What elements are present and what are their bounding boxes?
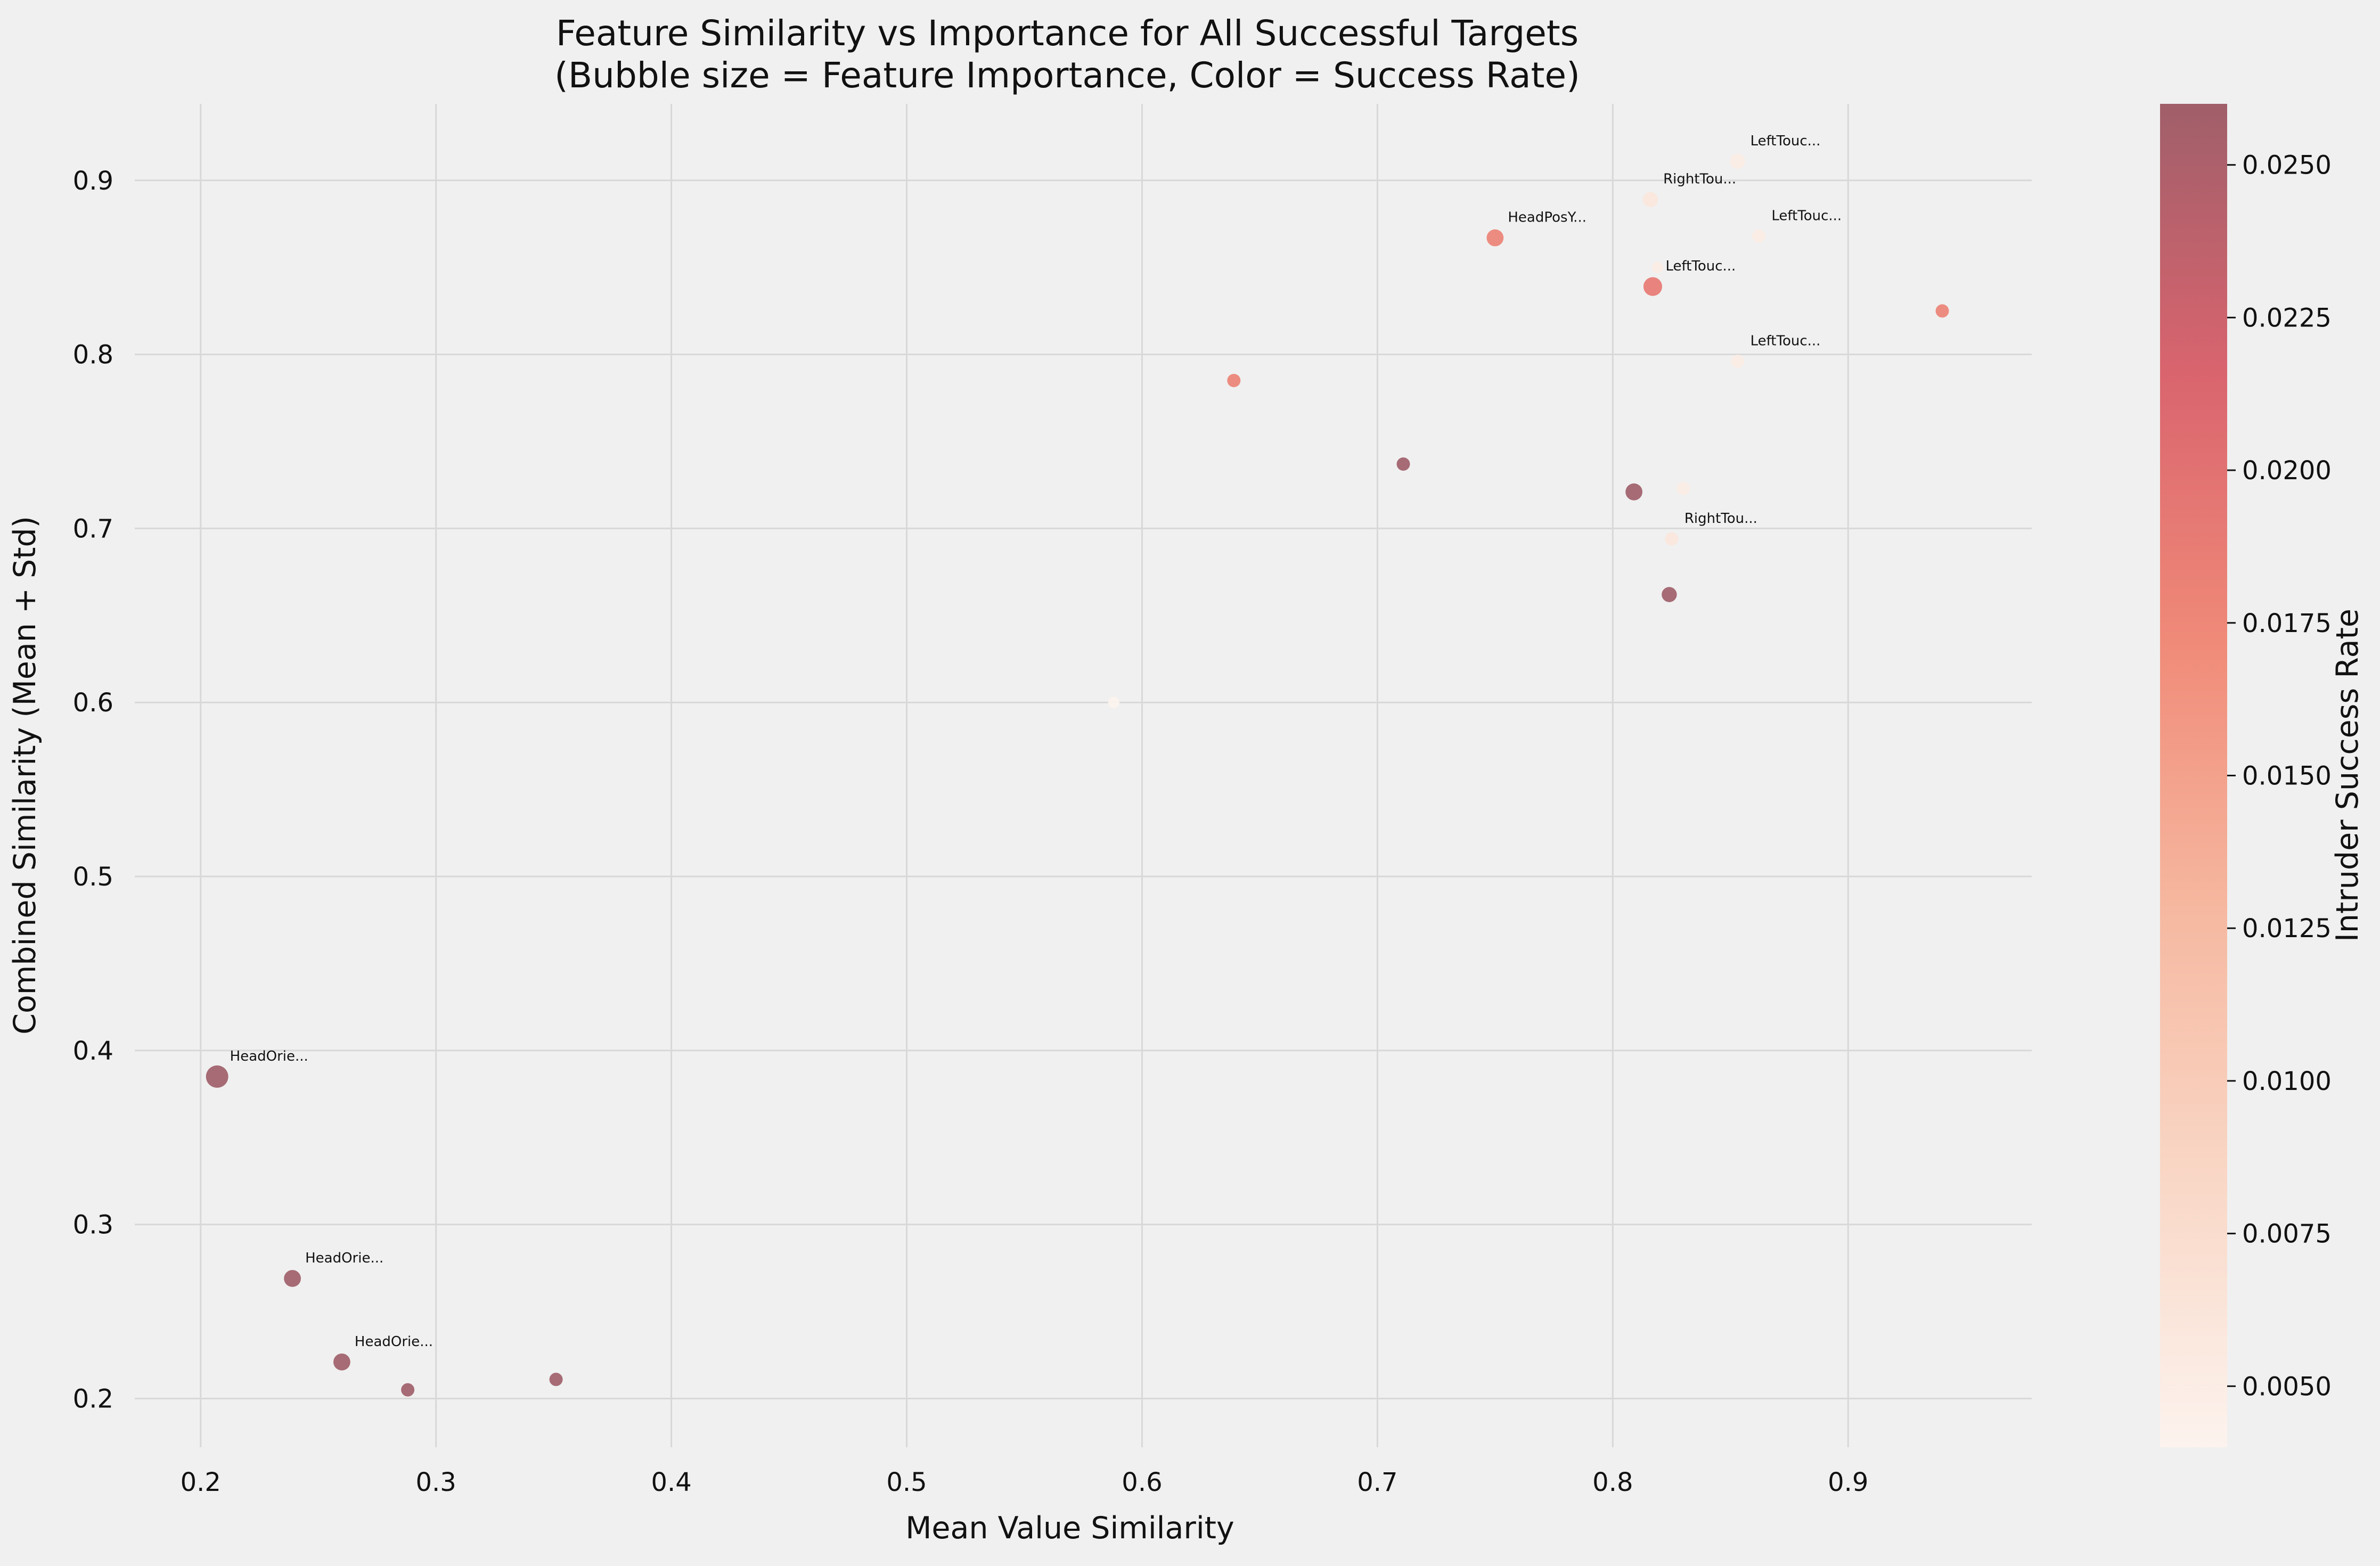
scatter-point bbox=[1108, 696, 1120, 709]
colorbar-tick-label: 0.0200 bbox=[2242, 456, 2332, 486]
chart-title-line-1: Feature Similarity vs Importance for All… bbox=[556, 13, 1579, 54]
scatter-point bbox=[1665, 532, 1679, 546]
point-annotation: HeadPosY... bbox=[1508, 210, 1586, 226]
chart-title-line-2: (Bubble size = Feature Importance, Color… bbox=[554, 55, 1580, 96]
point-annotation: HeadOrie... bbox=[305, 1250, 383, 1266]
scatter-point bbox=[1935, 304, 1949, 318]
colorbar-tick-label: 0.0100 bbox=[2242, 1067, 2332, 1096]
plot-area bbox=[135, 104, 2032, 1447]
y-tick-label: 0.8 bbox=[73, 340, 113, 370]
x-tick-label: 0.7 bbox=[1357, 1467, 1397, 1497]
point-annotation: LeftTouc... bbox=[1665, 258, 1736, 274]
x-tick-label: 0.3 bbox=[416, 1467, 456, 1497]
point-annotation: RightTou... bbox=[1684, 511, 1757, 527]
y-tick-label: 0.7 bbox=[73, 514, 113, 544]
x-tick-label: 0.8 bbox=[1592, 1467, 1633, 1497]
colorbar-tick-labels: 0.0050 0.0075 0.0100 0.0125 0.0150 0.0175 0.02… bbox=[2227, 151, 2332, 1401]
x-axis-label: Mean Value Similarity bbox=[905, 1511, 1234, 1546]
colorbar-tick-label: 0.0050 bbox=[2242, 1372, 2332, 1401]
colorbar-gradient bbox=[2160, 104, 2227, 1447]
scatter-point bbox=[1730, 153, 1745, 169]
x-tick-label: 0.6 bbox=[1122, 1467, 1162, 1497]
point-annotation: LeftTouc... bbox=[1751, 133, 1821, 149]
colorbar-tick-label: 0.0250 bbox=[2242, 151, 2332, 181]
scatter-point bbox=[1676, 481, 1690, 495]
point-annotation: RightTou... bbox=[1663, 171, 1736, 187]
point-annotation: HeadOrie... bbox=[355, 1334, 433, 1350]
point-annotation: LeftTouc... bbox=[1771, 208, 1842, 224]
scatter-point bbox=[1486, 229, 1504, 247]
scatter-point bbox=[1396, 457, 1410, 471]
y-axis-label: Combined Similarity (Mean + Std) bbox=[7, 516, 43, 1035]
scatter-point bbox=[206, 1065, 228, 1088]
y-tick-label: 0.4 bbox=[73, 1036, 113, 1066]
y-tick-label: 0.2 bbox=[73, 1384, 113, 1414]
scatter-point bbox=[1731, 355, 1745, 368]
x-tick-label: 0.9 bbox=[1828, 1467, 1868, 1497]
chart-title: Feature Similarity vs Importance for All… bbox=[554, 13, 1580, 96]
colorbar: 0.0050 0.0075 0.0100 0.0125 0.0150 0.0175 0.02… bbox=[2160, 104, 2365, 1447]
y-tick-label: 0.9 bbox=[73, 166, 113, 196]
colorbar-label: Intruder Success Rate bbox=[2330, 609, 2365, 942]
scatter-point bbox=[1227, 374, 1241, 388]
data-points bbox=[206, 153, 1949, 1397]
y-tick-labels: 0.2 0.3 0.4 0.5 0.6 0.7 0.8 0.9 bbox=[73, 166, 113, 1414]
colorbar-tick-label: 0.0225 bbox=[2242, 303, 2332, 333]
x-tick-labels: 0.2 0.3 0.4 0.5 0.6 0.7 0.8 0.9 bbox=[181, 1467, 1869, 1497]
scatter-point bbox=[1642, 192, 1658, 207]
scatter-point bbox=[333, 1353, 350, 1371]
colorbar-tick-label: 0.0125 bbox=[2242, 914, 2332, 944]
point-annotations: HeadOrie... HeadOrie... HeadOrie... HeadPos… bbox=[230, 133, 1842, 1350]
scatter-point bbox=[1662, 587, 1677, 602]
scatter-point bbox=[549, 1373, 563, 1387]
colorbar-tick-label: 0.0150 bbox=[2242, 761, 2332, 791]
scatter-point bbox=[1625, 483, 1643, 501]
y-tick-label: 0.3 bbox=[73, 1210, 113, 1240]
scatter-point bbox=[284, 1270, 301, 1287]
colorbar-tick-label: 0.0175 bbox=[2242, 609, 2332, 638]
x-tick-label: 0.5 bbox=[886, 1467, 927, 1497]
y-tick-label: 0.6 bbox=[73, 688, 113, 718]
scatter-point bbox=[1752, 229, 1765, 243]
grid-lines bbox=[135, 104, 2032, 1447]
y-tick-label: 0.5 bbox=[73, 862, 113, 892]
point-annotation: HeadOrie... bbox=[230, 1048, 308, 1064]
point-annotation: LeftTouc... bbox=[1751, 333, 1821, 349]
scatter-point bbox=[1643, 277, 1663, 296]
colorbar-tick-label: 0.0075 bbox=[2242, 1219, 2332, 1249]
x-tick-label: 0.4 bbox=[651, 1467, 691, 1497]
scatter-point bbox=[401, 1383, 415, 1397]
x-tick-label: 0.2 bbox=[181, 1467, 221, 1497]
scatter-point bbox=[1651, 261, 1664, 274]
